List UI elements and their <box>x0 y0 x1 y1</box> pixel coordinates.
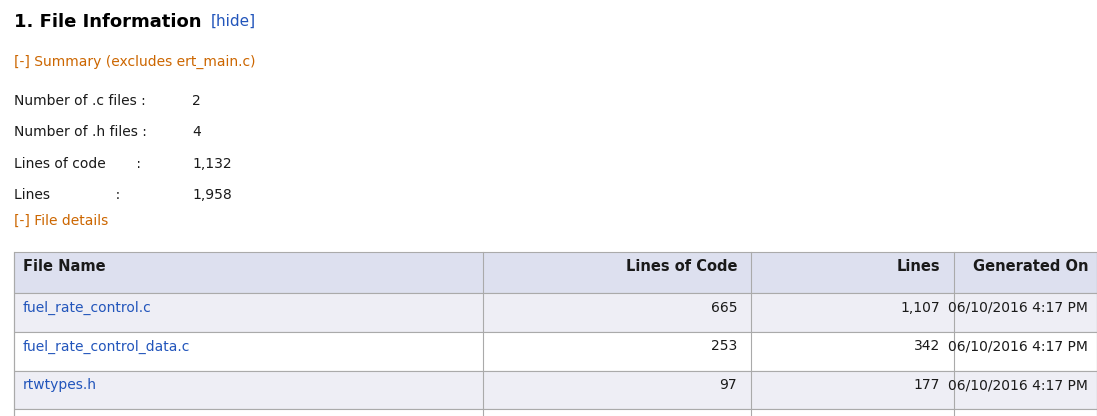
Text: 1. File Information: 1. File Information <box>14 13 202 31</box>
Text: rtwtypes.h: rtwtypes.h <box>23 378 97 392</box>
Text: [-] File details: [-] File details <box>14 214 109 228</box>
Text: 665: 665 <box>711 301 737 315</box>
Bar <box>14 371 1097 409</box>
Text: fuel_rate_control_data.c: fuel_rate_control_data.c <box>23 339 191 354</box>
Text: 342: 342 <box>914 339 940 354</box>
Bar <box>14 293 1097 332</box>
Text: 06/10/2016 4:17 PM: 06/10/2016 4:17 PM <box>948 339 1088 354</box>
Text: 1,107: 1,107 <box>901 301 940 315</box>
Text: 1,958: 1,958 <box>192 188 231 203</box>
Text: fuel_rate_control.c: fuel_rate_control.c <box>23 301 151 315</box>
Text: Lines of Code: Lines of Code <box>625 259 737 274</box>
Text: Lines of code       :: Lines of code : <box>14 157 142 171</box>
Text: [hide]: [hide] <box>211 13 256 28</box>
Text: 97: 97 <box>720 378 737 392</box>
Text: 1,132: 1,132 <box>192 157 231 171</box>
Text: 4: 4 <box>192 125 201 139</box>
Text: 2: 2 <box>192 94 201 108</box>
Bar <box>14 252 1097 293</box>
Bar <box>14 332 1097 371</box>
Text: 253: 253 <box>711 339 737 354</box>
Text: 06/10/2016 4:17 PM: 06/10/2016 4:17 PM <box>948 301 1088 315</box>
Text: Lines: Lines <box>896 259 940 274</box>
Text: Number of .h files :: Number of .h files : <box>14 125 147 139</box>
Text: [-] Summary (excludes ert_main.c): [-] Summary (excludes ert_main.c) <box>14 55 256 69</box>
Text: File Name: File Name <box>23 259 105 274</box>
Text: 06/10/2016 4:17 PM: 06/10/2016 4:17 PM <box>948 378 1088 392</box>
Text: 177: 177 <box>914 378 940 392</box>
Text: Number of .c files :: Number of .c files : <box>14 94 146 108</box>
Text: Generated On: Generated On <box>973 259 1088 274</box>
Bar <box>14 409 1097 416</box>
Text: Lines               :: Lines : <box>14 188 121 203</box>
